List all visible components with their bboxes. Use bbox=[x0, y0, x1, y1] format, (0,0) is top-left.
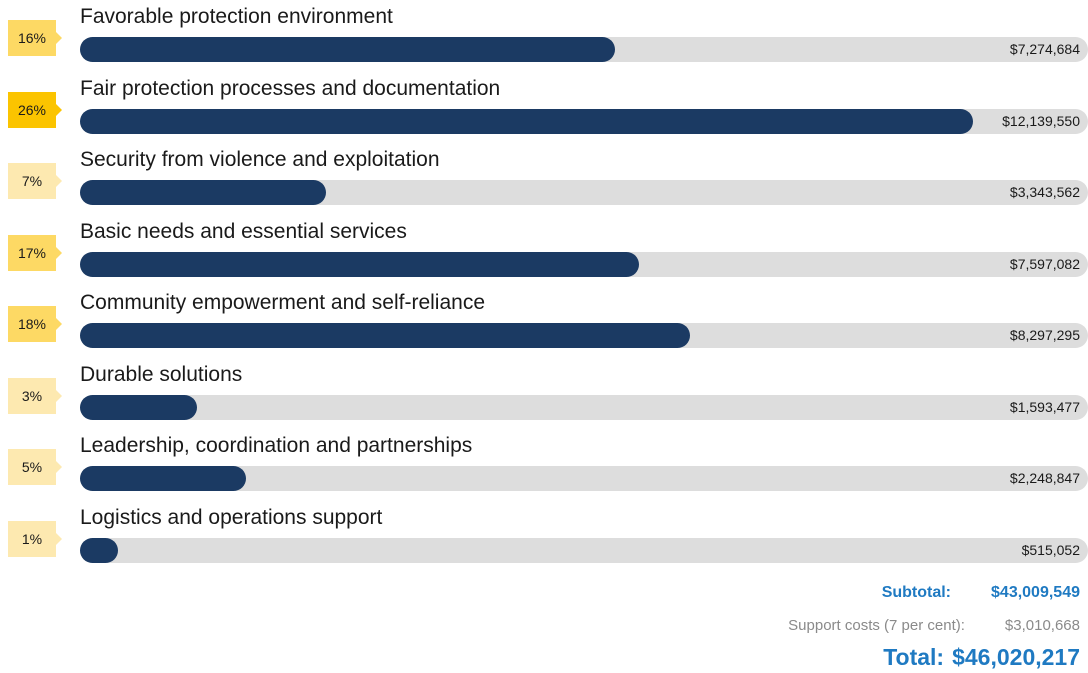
value-label: $7,597,082 bbox=[1009, 255, 1080, 272]
percent-label: 1% bbox=[21, 530, 43, 547]
subtotal-line: Subtotal: $43,009,549 bbox=[480, 584, 1080, 602]
bar-track bbox=[80, 537, 1088, 563]
category-label: Community empowerment and self-reliance bbox=[80, 291, 485, 314]
bar bbox=[80, 251, 640, 277]
category-label: Security from violence and exploitation bbox=[80, 148, 440, 171]
percent-label: 26% bbox=[17, 101, 47, 118]
chart-row: 26% Fair protection processes and documen… bbox=[0, 74, 1088, 138]
bar-track bbox=[80, 466, 1088, 491]
bar-track bbox=[80, 251, 1088, 277]
percent-badge: 26% bbox=[8, 91, 62, 128]
support-costs-line: Support costs (7 per cent): $3,010,668 bbox=[480, 617, 1080, 634]
bar-track bbox=[80, 394, 1088, 420]
bar bbox=[80, 394, 197, 420]
category-label: Favorable protection environment bbox=[80, 5, 393, 28]
bar-track bbox=[80, 37, 1088, 62]
value-label: $515,052 bbox=[1021, 541, 1080, 558]
budget-bar-chart: 16% Favorable protection environment $7,27… bbox=[0, 2, 1088, 567]
total-value: $46,020,217 bbox=[952, 644, 1080, 670]
chart-row: 18% Community empowerment and self-relian… bbox=[0, 288, 1088, 352]
bar bbox=[80, 323, 691, 348]
percent-label: 5% bbox=[21, 459, 43, 475]
value-label: $3,343,562 bbox=[1009, 184, 1080, 200]
subtotal-value: $43,009,549 bbox=[991, 584, 1080, 601]
percent-label: 3% bbox=[21, 387, 43, 404]
category-label: Logistics and operations support bbox=[80, 505, 383, 529]
percent-badge: 5% bbox=[8, 449, 62, 485]
percent-label: 7% bbox=[21, 173, 43, 189]
value-label: $1,593,477 bbox=[1009, 398, 1080, 415]
total-label: Total: bbox=[883, 644, 945, 670]
support-costs-value: $3,010,668 bbox=[1004, 617, 1080, 634]
percent-badge: 3% bbox=[8, 377, 62, 414]
bar-track bbox=[80, 108, 1088, 134]
value-label: $8,297,295 bbox=[1009, 327, 1080, 343]
percent-label: 16% bbox=[17, 30, 47, 46]
category-label: Leadership, coordination and partnership… bbox=[80, 434, 473, 457]
chart-row: 1% Logistics and operations support $515,0… bbox=[0, 503, 1088, 567]
support-costs-label: Support costs (7 per cent): bbox=[788, 617, 965, 634]
subtotal-label: Subtotal: bbox=[881, 584, 952, 601]
chart-row: 16% Favorable protection environment $7,27… bbox=[0, 2, 1088, 66]
percent-label: 18% bbox=[17, 316, 47, 332]
bar bbox=[80, 37, 616, 62]
value-label: $12,139,550 bbox=[1002, 112, 1080, 129]
chart-row: 5% Leadership, coordination and partnersh… bbox=[0, 431, 1088, 495]
bar-track bbox=[80, 180, 1088, 205]
bar bbox=[80, 180, 327, 205]
total-line: Total: $46,020,217 bbox=[480, 644, 1080, 671]
category-label: Fair protection processes and documentat… bbox=[80, 76, 501, 100]
category-label: Durable solutions bbox=[80, 362, 243, 386]
percent-badge: 17% bbox=[8, 234, 62, 271]
percent-badge: 7% bbox=[8, 163, 62, 199]
chart-row: 7% Security from violence and exploitatio… bbox=[0, 145, 1088, 209]
bar bbox=[80, 537, 119, 563]
category-label: Basic needs and essential services bbox=[80, 219, 407, 243]
bar bbox=[80, 108, 973, 134]
bar-track bbox=[80, 323, 1088, 348]
bar bbox=[80, 466, 246, 491]
chart-row: 17% Basic needs and essential services $7,… bbox=[0, 217, 1088, 281]
percent-badge: 16% bbox=[8, 20, 62, 56]
percent-badge: 1% bbox=[8, 520, 62, 557]
value-label: $7,274,684 bbox=[1009, 41, 1080, 57]
chart-row: 3% Durable solutions $1,593,477 bbox=[0, 360, 1088, 424]
percent-badge: 18% bbox=[8, 306, 62, 342]
percent-label: 17% bbox=[17, 244, 47, 261]
value-label: $2,248,847 bbox=[1009, 470, 1080, 486]
